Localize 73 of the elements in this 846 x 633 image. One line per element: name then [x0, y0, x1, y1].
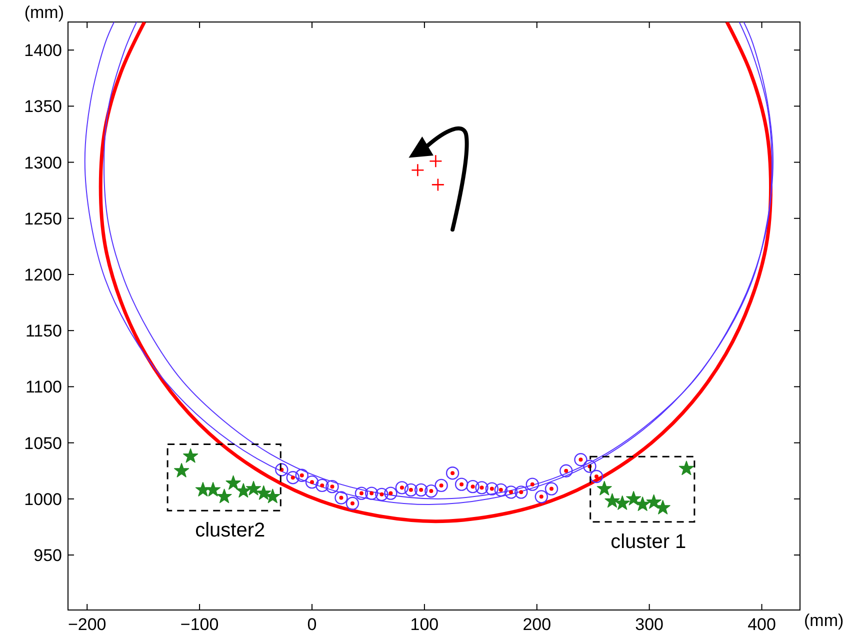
point [626, 491, 642, 506]
point [574, 453, 588, 466]
y-tick-label: 1100 [25, 378, 62, 397]
point [183, 448, 198, 463]
x-tick-label: −200 [68, 615, 106, 633]
point [286, 470, 300, 484]
point [354, 486, 368, 500]
point [434, 478, 448, 492]
point [454, 478, 468, 491]
point [635, 496, 650, 511]
point [364, 486, 378, 500]
y-tick-label: 1250 [24, 209, 62, 228]
x-tick-label: 200 [522, 615, 552, 633]
y-axis-title: (mm) [24, 3, 64, 22]
point [504, 486, 518, 499]
point [195, 482, 210, 496]
y-tick-label: 1150 [25, 322, 62, 341]
x-tick-label: 400 [748, 615, 776, 633]
annotation: cluster2 [195, 520, 266, 542]
point [216, 488, 232, 504]
point [466, 480, 480, 494]
point [526, 478, 539, 491]
point [596, 480, 612, 496]
x-axis-title: (mm) [804, 611, 844, 630]
point [534, 490, 548, 504]
point [414, 483, 428, 497]
y-tick-label: 1000 [24, 490, 62, 509]
point [265, 488, 280, 504]
point [275, 463, 288, 476]
point [431, 178, 445, 192]
x-tick-label: 0 [307, 615, 317, 633]
point [246, 480, 262, 496]
point [206, 482, 221, 496]
x-tick-label: 100 [410, 615, 439, 633]
y-tick-label: 950 [34, 546, 62, 566]
point [590, 470, 604, 484]
point [424, 484, 438, 498]
point [395, 481, 409, 494]
point [346, 496, 360, 510]
point [475, 481, 488, 494]
point [411, 163, 424, 177]
point [326, 480, 339, 494]
x-tick-label: 300 [635, 615, 664, 633]
point [494, 483, 508, 497]
x-tick-label: −100 [180, 615, 219, 633]
point [446, 466, 460, 480]
point [646, 494, 662, 509]
point [544, 482, 558, 496]
point [384, 486, 398, 500]
annotation: cluster 1 [610, 530, 686, 553]
point [295, 468, 308, 482]
y-tick-label: 1050 [24, 434, 62, 453]
point [604, 493, 620, 508]
point [560, 464, 573, 478]
point [256, 485, 272, 500]
y-tick-label: 1300 [24, 153, 62, 172]
point [583, 460, 596, 473]
point [174, 462, 190, 478]
point [334, 491, 348, 504]
point [678, 460, 694, 476]
point [514, 486, 528, 499]
point [226, 475, 241, 490]
y-tick-label: 1200 [24, 265, 62, 284]
point [305, 475, 319, 489]
point [375, 488, 388, 502]
point [316, 478, 329, 492]
point [236, 483, 251, 498]
point [429, 154, 442, 168]
y-tick-label: 1400 [24, 41, 62, 60]
point [404, 483, 418, 497]
y-tick-label: 1350 [24, 97, 62, 116]
point [614, 495, 630, 510]
point [485, 482, 499, 496]
